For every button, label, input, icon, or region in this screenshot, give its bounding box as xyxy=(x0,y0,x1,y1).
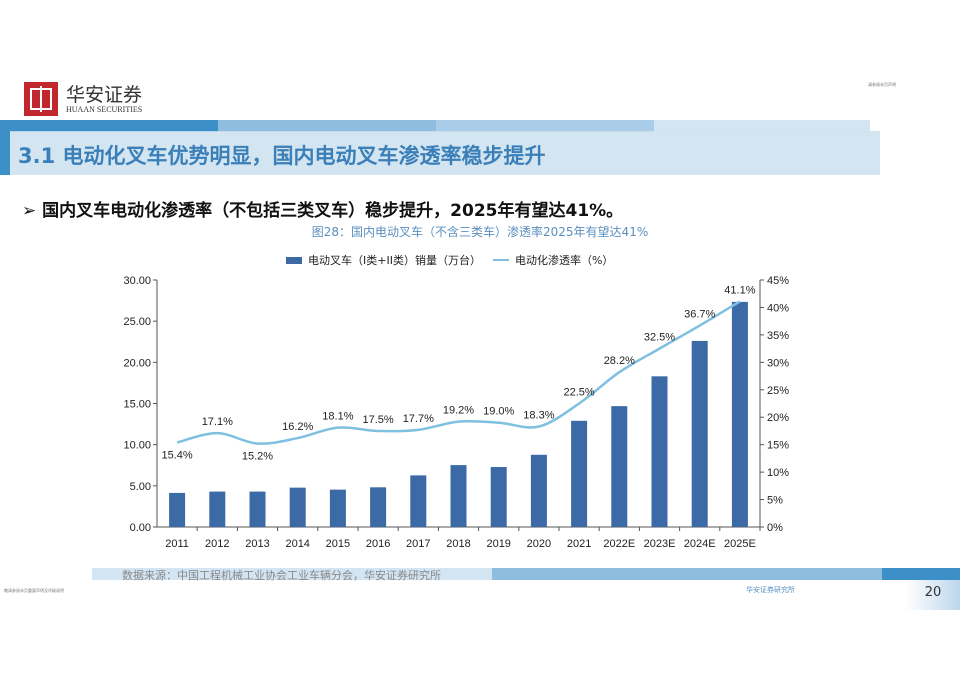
data-label: 15.4% xyxy=(161,449,192,461)
bar-2020 xyxy=(530,454,547,527)
x-tick-label: 2025E xyxy=(724,538,756,550)
logo: 华安证券 HUAAN SECURITIES xyxy=(24,82,142,116)
footer-org: 华安证券研究所 xyxy=(746,586,795,594)
left-tick-label: 30.00 xyxy=(123,275,151,287)
x-tick-label: 2023E xyxy=(644,538,676,550)
data-label: 15.2% xyxy=(242,451,273,463)
bar-2024E xyxy=(691,340,708,527)
x-tick-label: 2014 xyxy=(285,538,309,550)
data-label: 22.5% xyxy=(563,387,594,399)
legend-line-swatch xyxy=(492,259,509,261)
penetration-line xyxy=(176,300,741,445)
title-accent xyxy=(0,120,10,175)
x-tick-label: 2024E xyxy=(684,538,716,550)
bar-2023E xyxy=(651,376,668,527)
title-box xyxy=(10,131,880,175)
slide-title: 3.1 电动化叉车优势明显，国内电动叉车渗透率稳步提升 xyxy=(18,144,546,168)
x-tick-label: 2012 xyxy=(205,538,229,550)
x-tick-label: 2016 xyxy=(366,538,390,550)
bar-2011 xyxy=(169,492,186,527)
data-label: 17.5% xyxy=(362,414,393,426)
left-tick-label: 20.00 xyxy=(123,357,151,369)
bar-2012 xyxy=(209,491,226,527)
bar-2025E xyxy=(731,301,748,527)
x-tick-label: 2011 xyxy=(165,538,189,550)
data-label: 36.7% xyxy=(684,309,715,321)
right-tick-label: 35% xyxy=(767,330,789,342)
x-tick-label: 2022E xyxy=(603,538,635,550)
data-label: 16.2% xyxy=(282,421,313,433)
data-label: 19.2% xyxy=(443,405,474,417)
left-tick-label: 10.00 xyxy=(123,440,151,452)
bar-2013 xyxy=(249,491,266,527)
x-tick-label: 2021 xyxy=(567,538,591,550)
figure-caption: 图28：国内电动叉车（不含三类车）渗透率2025年有望达41% xyxy=(311,225,649,239)
right-tick-label: 25% xyxy=(767,385,789,397)
data-label: 19.0% xyxy=(483,406,514,418)
left-tick-label: 25.00 xyxy=(123,316,151,328)
left-tick-label: 0.00 xyxy=(130,522,151,534)
data-label: 28.2% xyxy=(604,355,635,367)
page-number: 20 xyxy=(906,580,960,610)
x-tick-label: 2013 xyxy=(245,538,269,550)
top-note: 请参阅末页声明 xyxy=(868,82,896,87)
x-tick-label: 2015 xyxy=(326,538,350,550)
data-label: 32.5% xyxy=(644,332,675,344)
right-tick-label: 45% xyxy=(767,275,789,287)
footer-disclaimer: 敬请参阅末页重要声明及评级说明 xyxy=(4,588,64,593)
bar-2017 xyxy=(410,475,427,527)
bar-2021 xyxy=(571,420,588,527)
x-tick-label: 2020 xyxy=(527,538,551,550)
bar-2022E xyxy=(611,406,628,527)
right-tick-label: 5% xyxy=(767,495,783,507)
bar-2018 xyxy=(450,465,467,527)
bar-2014 xyxy=(289,487,306,527)
legend-bar-label: 电动叉车（I类+II类）销量（万台） xyxy=(308,254,481,267)
source-band xyxy=(92,568,960,580)
data-label: 41.1% xyxy=(724,284,755,296)
arrow-bullet-icon: ➢ xyxy=(22,201,43,221)
data-source: 数据来源：中国工程机械工业协会工业车辆分会，华安证券研究所 xyxy=(122,569,441,582)
x-tick-label: 2018 xyxy=(446,538,470,550)
data-label: 17.7% xyxy=(403,413,434,425)
x-tick-label: 2017 xyxy=(406,538,430,550)
legend-line-label: 电动化渗透率（%） xyxy=(514,254,614,267)
legend: 电动叉车（I类+II类）销量（万台） 电动化渗透率（%） xyxy=(286,252,613,268)
logo-mark xyxy=(24,82,58,116)
x-tick-label: 2019 xyxy=(486,538,510,550)
bullet-text: 国内叉车电动化渗透率（不包括三类叉车）稳步提升，2025年有望达41%。 xyxy=(42,201,624,221)
bullet-point: ➢ 国内叉车电动化渗透率（不包括三类叉车）稳步提升，2025年有望达41%。 xyxy=(22,196,623,221)
right-tick-label: 0% xyxy=(767,522,783,534)
left-tick-label: 15.00 xyxy=(123,399,151,411)
right-tick-label: 30% xyxy=(767,357,789,369)
right-tick-label: 20% xyxy=(767,412,789,424)
left-tick-label: 5.00 xyxy=(130,481,151,493)
right-tick-label: 40% xyxy=(767,302,789,314)
data-label: 18.1% xyxy=(322,411,353,423)
logo-cn: 华安证券 xyxy=(66,83,143,106)
legend-bar-swatch xyxy=(286,256,302,264)
title-band xyxy=(0,120,870,174)
bar-2015 xyxy=(329,489,346,527)
right-tick-label: 10% xyxy=(767,467,789,479)
data-label: 17.1% xyxy=(202,416,233,428)
logo-en: HUAAN SECURITIES xyxy=(66,104,143,114)
right-tick-label: 15% xyxy=(767,440,789,452)
data-label: 18.3% xyxy=(523,410,554,422)
bar-2016 xyxy=(370,487,387,527)
bar-2019 xyxy=(490,467,507,527)
